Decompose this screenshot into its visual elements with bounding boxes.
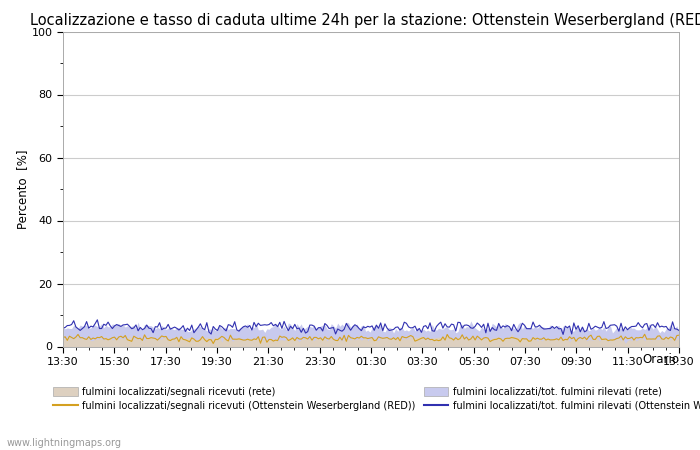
Y-axis label: Percento  [%]: Percento [%]: [16, 149, 29, 229]
Title: Localizzazione e tasso di caduta ultime 24h per la stazione: Ottenstein Weserber: Localizzazione e tasso di caduta ultime …: [30, 13, 700, 27]
Legend: fulmini localizzati/segnali ricevuti (rete), fulmini localizzati/segnali ricevut: fulmini localizzati/segnali ricevuti (re…: [50, 383, 700, 414]
Text: www.lightningmaps.org: www.lightningmaps.org: [7, 438, 122, 448]
Text: Orario: Orario: [642, 353, 679, 366]
